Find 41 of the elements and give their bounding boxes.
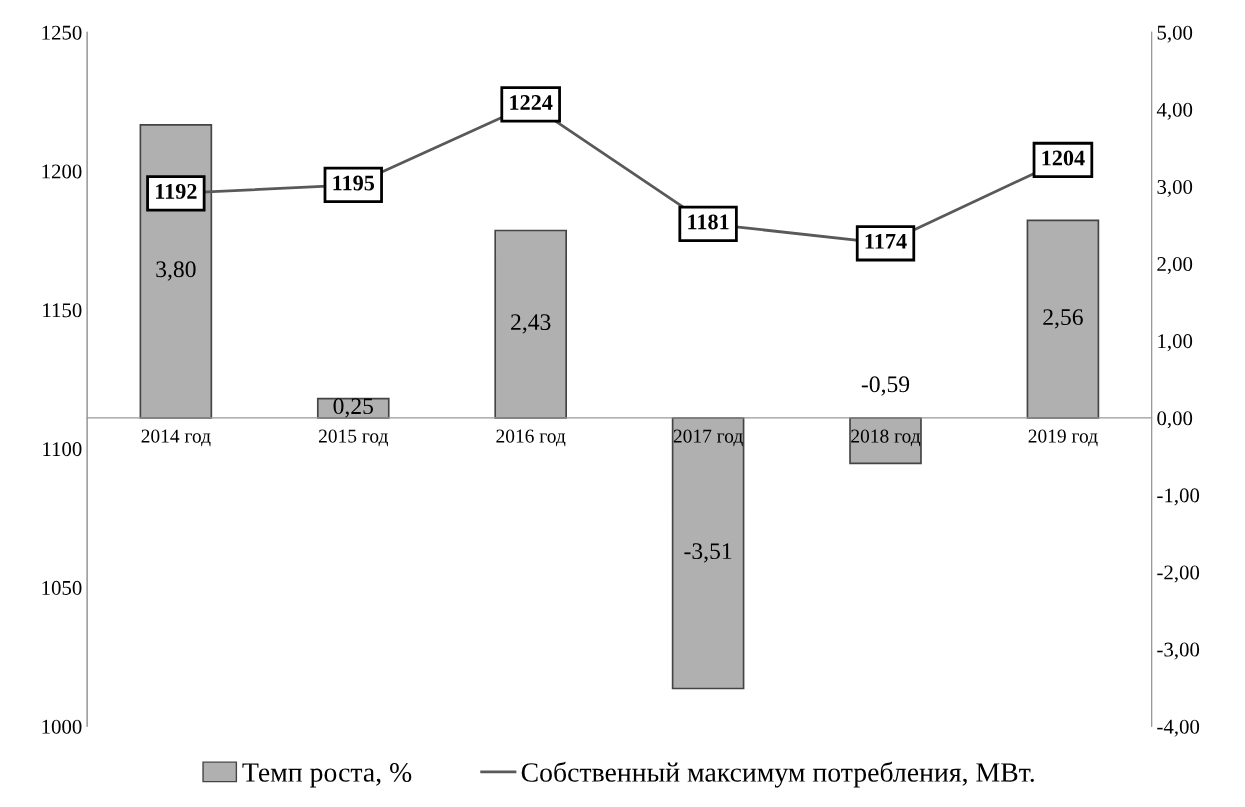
- data-label: 1181: [688, 214, 729, 230]
- y-tick-label: 1200: [42, 164, 82, 179]
- y2-tick-label: -4,00: [1157, 719, 1200, 737]
- y-tick-label: 1100: [43, 442, 82, 457]
- data-label: 1174: [865, 233, 907, 249]
- x-tick-label: 2018 год: [851, 429, 921, 447]
- bar: [671, 417, 745, 690]
- data-label: 2,43: [511, 314, 551, 334]
- legend-label: Собственный максимум потребления, МВт.: [521, 761, 1034, 788]
- data-label: 1204: [1042, 150, 1085, 166]
- x-tick-label: 2019 год: [1028, 429, 1098, 447]
- bar: [494, 229, 567, 419]
- y-tick-label: 1000: [42, 719, 82, 734]
- data-label: 0,25: [333, 398, 374, 418]
- y2-tick-label: -1,00: [1157, 488, 1200, 506]
- bar: [139, 123, 213, 419]
- y-tick-label: 1050: [42, 580, 82, 595]
- bar: [849, 417, 922, 465]
- y2-tick-label: 2,00: [1157, 256, 1193, 275]
- y2-tick-label: 3,00: [1157, 179, 1193, 197]
- data-label: 2,56: [1043, 309, 1083, 329]
- x-tick-label: 2015 год: [318, 429, 388, 447]
- y-tick-label: 1250: [42, 25, 82, 40]
- data-label: 1195: [333, 175, 375, 191]
- data-label: 1192: [156, 183, 197, 199]
- y2-tick-label: 5,00: [1157, 25, 1193, 43]
- data-label: 3,80: [156, 261, 196, 281]
- x-tick-label: 2016 год: [496, 429, 566, 447]
- y2-tick-label: -3,00: [1157, 642, 1200, 660]
- data-label: 1224: [510, 95, 553, 110]
- y2-tick-label: 0,00: [1157, 411, 1193, 429]
- y-tick-label: 1150: [43, 303, 82, 318]
- x-tick-label: 2014 год: [141, 429, 211, 447]
- data-label: -0,59: [861, 376, 910, 396]
- bar: [1026, 219, 1100, 419]
- y2-tick-label: 1,00: [1158, 334, 1193, 352]
- x-tick-label: 2017 год: [673, 429, 743, 447]
- y2-tick-label: -2,00: [1157, 565, 1200, 583]
- y2-tick-label: 4,00: [1156, 102, 1193, 120]
- legend-label: Темп роста, %: [242, 763, 412, 788]
- data-label: -3,51: [684, 543, 732, 563]
